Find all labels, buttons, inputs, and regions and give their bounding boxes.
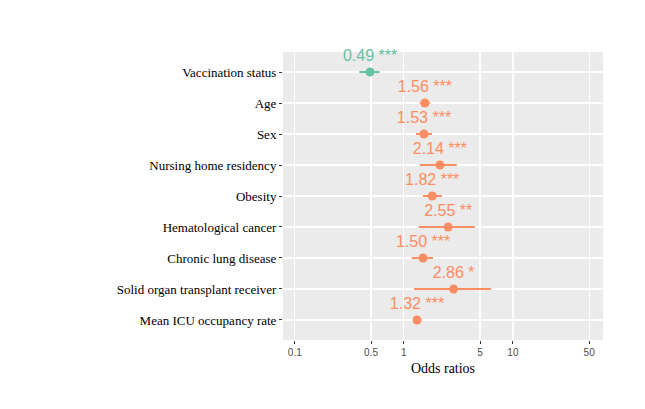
svg-text:Solid organ transplant receive: Solid organ transplant receiver: [117, 282, 277, 297]
svg-text:Mean ICU occupancy rate: Mean ICU occupancy rate: [140, 313, 277, 328]
svg-text:Nursing home residency: Nursing home residency: [149, 158, 277, 173]
svg-text:0.1: 0.1: [288, 347, 302, 358]
svg-text:10: 10: [507, 347, 519, 358]
svg-text:1.32 ***: 1.32 ***: [390, 295, 444, 312]
svg-text:Sex: Sex: [257, 127, 277, 142]
svg-text:1.56 ***: 1.56 ***: [398, 78, 452, 95]
svg-text:Obesity: Obesity: [236, 189, 277, 204]
svg-text:2.86 *: 2.86 *: [433, 264, 475, 281]
svg-text:Vaccination status: Vaccination status: [182, 65, 276, 80]
svg-text:1.50 ***: 1.50 ***: [396, 233, 450, 250]
svg-text:0.49 ***: 0.49 ***: [343, 47, 397, 64]
svg-text:2.14 ***: 2.14 ***: [413, 140, 467, 157]
svg-text:Age: Age: [255, 96, 277, 111]
svg-text:5: 5: [477, 347, 483, 358]
svg-text:1: 1: [401, 347, 407, 358]
svg-text:1.82 ***: 1.82 ***: [405, 171, 459, 188]
svg-text:2.55 **: 2.55 **: [424, 202, 472, 219]
svg-text:Odds ratios: Odds ratios: [411, 361, 475, 376]
svg-text:50: 50: [584, 347, 596, 358]
svg-text:Chronic lung disease: Chronic lung disease: [167, 251, 276, 266]
svg-text:1.53 ***: 1.53 ***: [397, 109, 451, 126]
svg-text:Hematological cancer: Hematological cancer: [163, 220, 277, 235]
svg-text:0.5: 0.5: [364, 347, 378, 358]
